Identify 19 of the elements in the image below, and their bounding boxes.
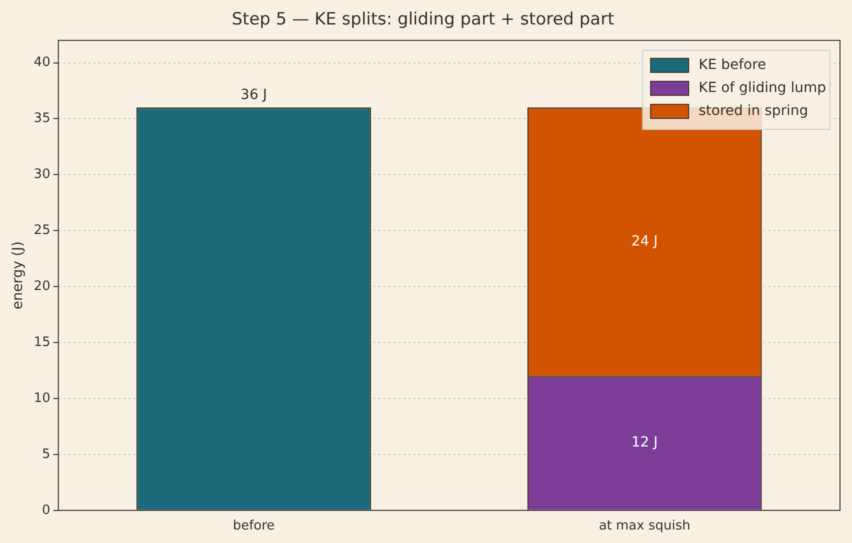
- y-axis-title: energy (J): [10, 241, 26, 310]
- x-tick-label: before: [232, 518, 275, 534]
- chart-title: Step 5 — KE splits: gliding part + stored part: [232, 10, 615, 30]
- y-tick-label: 15: [34, 334, 50, 350]
- y-tick-label: 5: [42, 446, 50, 462]
- y-tick-label: 10: [34, 390, 50, 406]
- legend-label: KE of gliding lump: [698, 80, 826, 96]
- data-label: 36 J: [240, 87, 267, 104]
- data-label: 24 J: [631, 233, 658, 250]
- y-tick-label: 35: [34, 111, 50, 126]
- y-tick-label: 20: [34, 278, 50, 294]
- y-tick-label: 30: [34, 167, 50, 182]
- data-label: 12 J: [631, 434, 658, 451]
- y-tick-label: 25: [34, 223, 50, 238]
- legend-label: stored in spring: [698, 103, 808, 120]
- legend-label: KE before: [698, 57, 766, 74]
- x-tick-label: at max squish: [598, 518, 690, 534]
- y-tick-label: 0: [42, 502, 50, 518]
- y-tick-label: 40: [34, 55, 50, 70]
